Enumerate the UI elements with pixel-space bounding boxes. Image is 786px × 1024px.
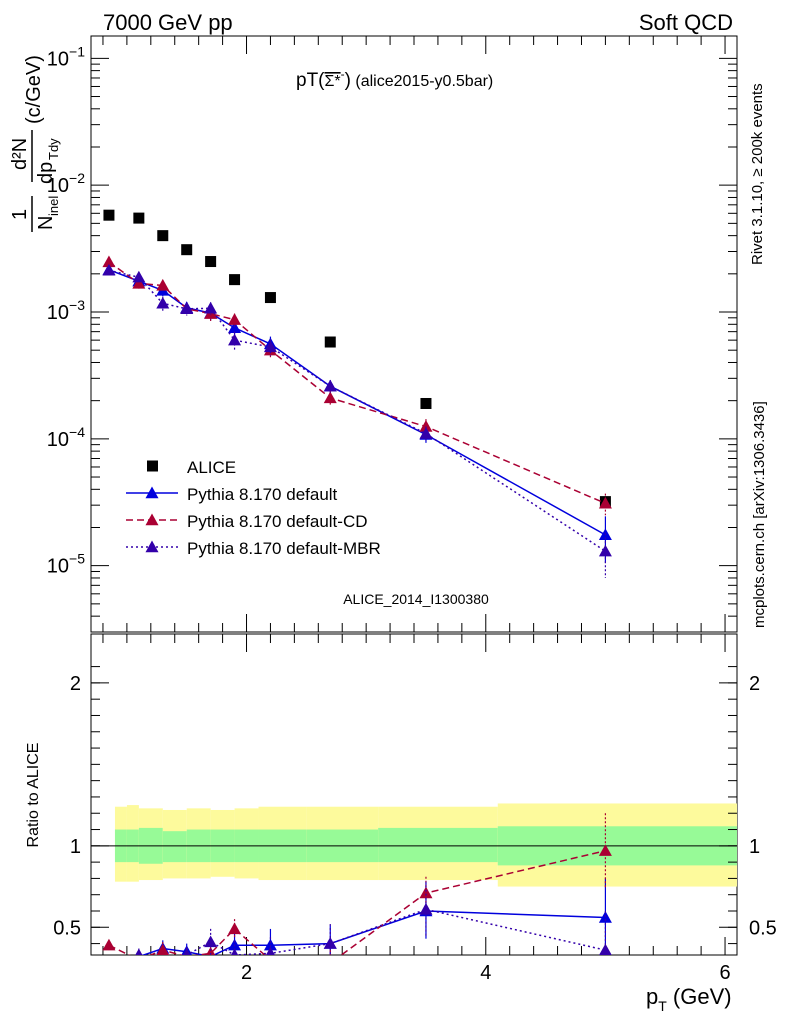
ratio-y-tick-label-right: 0.5	[749, 917, 777, 939]
legend-label: Pythia 8.170 default	[187, 485, 338, 504]
series-line	[108, 261, 606, 505]
svg-text:d²N: d²N	[9, 138, 31, 170]
x-tick-label: 4	[480, 962, 491, 984]
header-left-label: 7000 GeV pp	[103, 10, 233, 35]
series-marker	[228, 333, 242, 346]
ratio-series-group	[102, 813, 612, 969]
series-marker	[156, 278, 170, 291]
title-symbol: Σ*	[325, 73, 341, 90]
alice-data-point	[264, 292, 276, 304]
ratio-marker	[102, 938, 116, 951]
series-marker	[156, 296, 170, 309]
ratio-y-tick-label-right: 2	[749, 673, 760, 695]
ratio-marker	[598, 844, 612, 856]
alice-data-point	[324, 336, 336, 348]
main-axis-ticks: 10−1 10−2 10−3 10−4 10−5	[47, 36, 737, 633]
series-marker	[598, 544, 612, 557]
alice-data-point	[205, 256, 217, 268]
ratio-panel-frame	[90, 633, 738, 956]
ratio-marker	[263, 938, 277, 951]
series-marker	[323, 391, 337, 404]
y-tick-label: 10−4	[47, 424, 85, 451]
svg-text:dp: dp	[35, 162, 57, 184]
alice-stat-band	[162, 831, 187, 863]
svg-text:N: N	[35, 216, 57, 230]
series-marker	[204, 301, 218, 314]
alice-data-point	[157, 230, 169, 242]
alice-data-point	[229, 274, 241, 286]
ratio-marker	[102, 955, 115, 967]
x-axis-label: pT (GeV)	[646, 984, 732, 1014]
y-axis-label-ratio: Ratio to ALICE	[25, 743, 42, 848]
legend: ALICE Pythia 8.170 default Pythia 8.170 de…	[126, 458, 381, 558]
alice-data-point	[420, 397, 432, 409]
ratio-y-tick-label-left: 2	[70, 673, 81, 695]
series-line	[108, 269, 606, 552]
ratio-marker	[206, 946, 216, 955]
y-tick-label: 10−2	[47, 170, 85, 197]
ratio-marker	[102, 955, 115, 967]
x-tick-label: 2	[241, 962, 252, 984]
legend-marker	[145, 540, 159, 553]
series-marker	[180, 302, 194, 314]
series-marker	[228, 313, 242, 325]
plot-title: pT(Σ*-) (alice2015-y0.5bar)	[296, 67, 493, 91]
ratio-series-line	[108, 849, 606, 955]
svg-text:(c/GeV): (c/GeV)	[23, 55, 45, 124]
alice-stat-band	[378, 827, 498, 863]
ratio-marker	[204, 935, 218, 948]
legend-label: Pythia 8.170 default-CD	[187, 512, 368, 531]
y-tick-label: 10−5	[47, 551, 85, 578]
rivet-version-label: Rivet 3.1.10, ≥ 200k events	[749, 83, 766, 265]
ratio-y-tick-label-right: 1	[749, 836, 760, 858]
series-marker	[598, 496, 612, 509]
alice-data-point	[133, 212, 145, 224]
ratio-marker	[265, 946, 275, 955]
y-axis-label-main: 1 N inel d²N dp Tdy (c/GeV)	[9, 55, 61, 232]
series-marker	[263, 340, 277, 353]
svg-text:inel: inel	[46, 196, 61, 216]
legend-marker	[145, 513, 159, 526]
series-marker	[419, 420, 433, 432]
series-marker	[102, 263, 116, 276]
svg-text:Tdy: Tdy	[46, 138, 61, 160]
ratio-marker	[228, 922, 242, 935]
ratio-marker	[183, 948, 191, 955]
series-marker	[228, 321, 242, 334]
ratio-marker	[599, 943, 612, 955]
y-tick-label: 10−3	[47, 297, 85, 324]
ratio-marker	[419, 902, 433, 915]
analysis-watermark: ALICE_2014_I1300380	[343, 591, 489, 607]
ratio-marker	[230, 948, 239, 955]
ratio-marker	[156, 957, 169, 969]
ratio-y-tick-label-left: 0.5	[53, 917, 81, 939]
series-marker	[102, 255, 116, 268]
series-marker	[132, 276, 146, 289]
legend-marker	[145, 486, 159, 499]
ratio-marker	[419, 886, 433, 899]
ratio-y-tick-label-left: 1	[70, 836, 81, 858]
ratio-axis-ticks: 2 4 6 0.5 0.5 1 1 2 2	[53, 634, 777, 984]
ratio-marker	[324, 957, 337, 969]
ratio-marker	[323, 937, 337, 949]
main-series-group	[102, 209, 612, 578]
alice-uncertainty-bands	[114, 803, 737, 887]
series-marker	[419, 427, 433, 439]
y-tick-label: 10−1	[47, 43, 85, 70]
series-marker	[323, 379, 337, 392]
legend-label-alice: ALICE	[187, 458, 236, 477]
mcplots-label: mcplots.cern.ch [arXiv:1306.3436]	[751, 401, 768, 628]
ratio-marker	[156, 943, 170, 955]
alice-data-point	[103, 209, 115, 221]
ratio-marker	[135, 948, 143, 955]
series-marker	[132, 270, 146, 283]
legend-marker-alice	[147, 460, 158, 472]
legend-label: Pythia 8.170 default-MBR	[187, 539, 381, 558]
svg-text:1: 1	[9, 209, 31, 220]
x-tick-label: 6	[719, 962, 730, 984]
title-superscript: -	[341, 67, 345, 81]
alice-data-point	[181, 244, 193, 256]
header-right-label: Soft QCD	[639, 10, 733, 35]
